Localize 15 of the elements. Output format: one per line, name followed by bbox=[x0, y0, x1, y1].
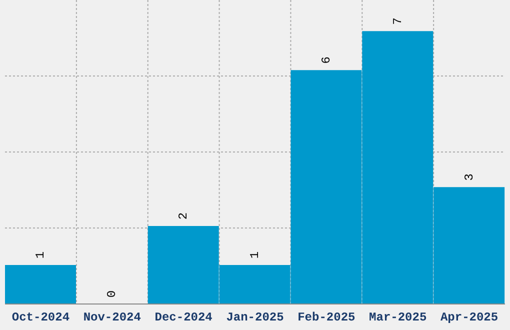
data-label: 1 bbox=[34, 251, 48, 259]
x-tick-label: Jan-2025 bbox=[226, 310, 284, 325]
x-tick-label: Dec-2024 bbox=[154, 310, 212, 325]
x-tick-label: Feb-2025 bbox=[298, 310, 356, 325]
x-tick-label: Oct-2024 bbox=[12, 310, 70, 325]
data-label: 6 bbox=[319, 56, 334, 64]
x-tick-label: Mar-2025 bbox=[369, 310, 427, 325]
data-label: 2 bbox=[176, 212, 191, 220]
x-tick-label: Nov-2024 bbox=[83, 310, 141, 325]
bar bbox=[5, 265, 76, 304]
data-label: 7 bbox=[390, 18, 405, 25]
data-label: 3 bbox=[462, 173, 476, 181]
data-label: 0 bbox=[105, 290, 120, 298]
data-label: 1 bbox=[248, 251, 262, 259]
x-tick-label: Apr-2025 bbox=[440, 310, 498, 325]
